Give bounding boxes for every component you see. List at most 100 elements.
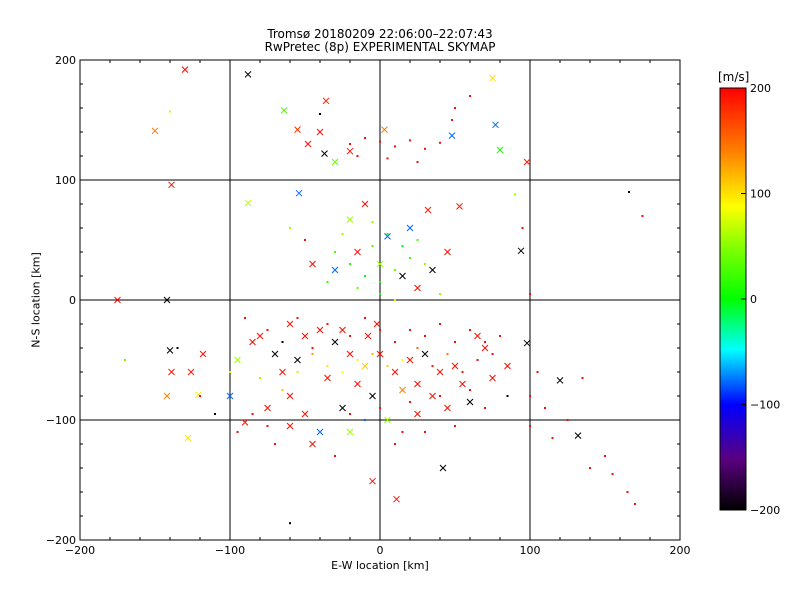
axes: −200 −100 0 100 200 −200 −100 0 100 200	[46, 54, 691, 557]
x-tick-label: −100	[215, 544, 245, 557]
data-point-x	[271, 350, 279, 358]
data-point-dot	[566, 419, 569, 421]
colorbar-label: [m/s]	[718, 70, 750, 84]
data-point-x	[456, 203, 463, 210]
data-point-dot	[628, 191, 630, 193]
data-point-dot	[544, 407, 546, 409]
data-point-x	[354, 248, 361, 256]
data-point-dot	[611, 473, 614, 475]
data-point-x	[294, 356, 301, 364]
data-point-x	[234, 356, 241, 364]
data-point-x	[364, 332, 372, 340]
data-point-x	[574, 432, 582, 439]
data-point-x	[286, 422, 294, 430]
data-point-dot	[326, 365, 329, 367]
chart-subtitle: RwPretec (8p) EXPERIMENTAL SKYMAP	[264, 40, 496, 54]
data-point-dot	[386, 157, 389, 160]
data-point-x	[381, 126, 388, 133]
data-point-dot	[491, 353, 494, 355]
data-point-x	[439, 464, 447, 472]
colorbar-tick-label: 100	[750, 188, 771, 201]
data-point-dot	[439, 141, 441, 144]
data-point-x	[369, 477, 376, 485]
data-point-dot	[401, 245, 404, 247]
data-point-dot	[364, 317, 366, 319]
data-point-dot	[214, 413, 216, 415]
data-point-x	[492, 121, 499, 129]
data-point-dot	[439, 395, 441, 397]
data-point-x	[406, 356, 414, 364]
data-point-dot	[266, 329, 269, 331]
data-point-dot	[349, 263, 351, 265]
data-point-x	[322, 97, 330, 105]
data-point-x	[373, 320, 381, 328]
data-point-x	[354, 380, 361, 388]
data-point-x	[294, 126, 301, 133]
y-tick-label: 0	[69, 294, 76, 307]
data-point-dot	[356, 359, 359, 361]
data-point-dot	[304, 239, 306, 241]
data-point-x	[361, 200, 369, 208]
data-point-x	[304, 140, 312, 148]
data-point-dot	[379, 140, 381, 143]
data-point-dot	[634, 503, 636, 505]
data-point-dot	[371, 353, 374, 355]
data-point-dot	[349, 143, 351, 145]
data-point-dot	[451, 119, 453, 121]
data-point-x	[114, 296, 121, 304]
data-point-dot	[604, 455, 606, 457]
data-point-x	[346, 216, 354, 223]
data-point-dot	[581, 377, 584, 379]
data-point-x	[324, 374, 331, 382]
data-point-dot	[281, 341, 284, 343]
data-point-x	[421, 350, 429, 358]
y-tick-label: 200	[55, 54, 76, 67]
data-point-x	[168, 181, 175, 189]
colorbar-tick-label: −200	[750, 504, 780, 517]
data-point-dot	[364, 137, 366, 139]
data-point-x	[399, 386, 406, 394]
data-point-x	[448, 132, 456, 139]
data-point-dot	[409, 401, 411, 403]
data-point-x	[436, 368, 444, 376]
data-point-x	[316, 428, 324, 436]
data-point-dot	[401, 431, 404, 433]
data-point-x	[429, 392, 436, 400]
data-point-dot	[341, 233, 344, 235]
data-point-dot	[259, 377, 261, 379]
data-point-x	[414, 410, 421, 418]
data-point-dot	[289, 227, 291, 229]
data-point-x	[331, 158, 339, 166]
data-point-x	[199, 350, 207, 358]
data-point-x	[384, 233, 391, 240]
data-point-x	[523, 339, 531, 347]
data-point-dot	[334, 251, 336, 253]
data-point-x	[361, 362, 369, 370]
data-points	[114, 66, 644, 525]
data-point-x	[256, 332, 264, 340]
data-point-dot	[341, 371, 344, 373]
data-point-x	[517, 247, 525, 255]
data-point-x	[166, 347, 174, 354]
data-point-dot	[394, 145, 396, 148]
data-point-x	[384, 416, 391, 424]
colorbar-tick-label: 0	[750, 293, 757, 306]
data-point-dot	[416, 161, 419, 163]
data-point-dot	[394, 299, 396, 301]
data-point-x	[321, 150, 328, 157]
data-point-x	[481, 344, 489, 352]
data-point-dot	[521, 227, 524, 229]
data-point-x	[163, 392, 171, 400]
data-point-dot	[424, 147, 426, 150]
data-point-x	[264, 404, 271, 412]
data-point-x	[309, 260, 316, 268]
data-point-dot	[551, 437, 554, 439]
data-point-dot	[529, 425, 531, 427]
data-point-dot	[356, 287, 359, 289]
data-point-x	[376, 350, 384, 358]
data-point-x	[316, 128, 324, 136]
data-point-dot	[469, 329, 471, 331]
data-point-dot	[394, 443, 396, 445]
data-point-dot	[281, 389, 284, 391]
data-point-dot	[589, 467, 591, 469]
